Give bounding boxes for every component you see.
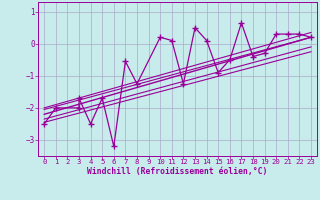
X-axis label: Windchill (Refroidissement éolien,°C): Windchill (Refroidissement éolien,°C) <box>87 167 268 176</box>
